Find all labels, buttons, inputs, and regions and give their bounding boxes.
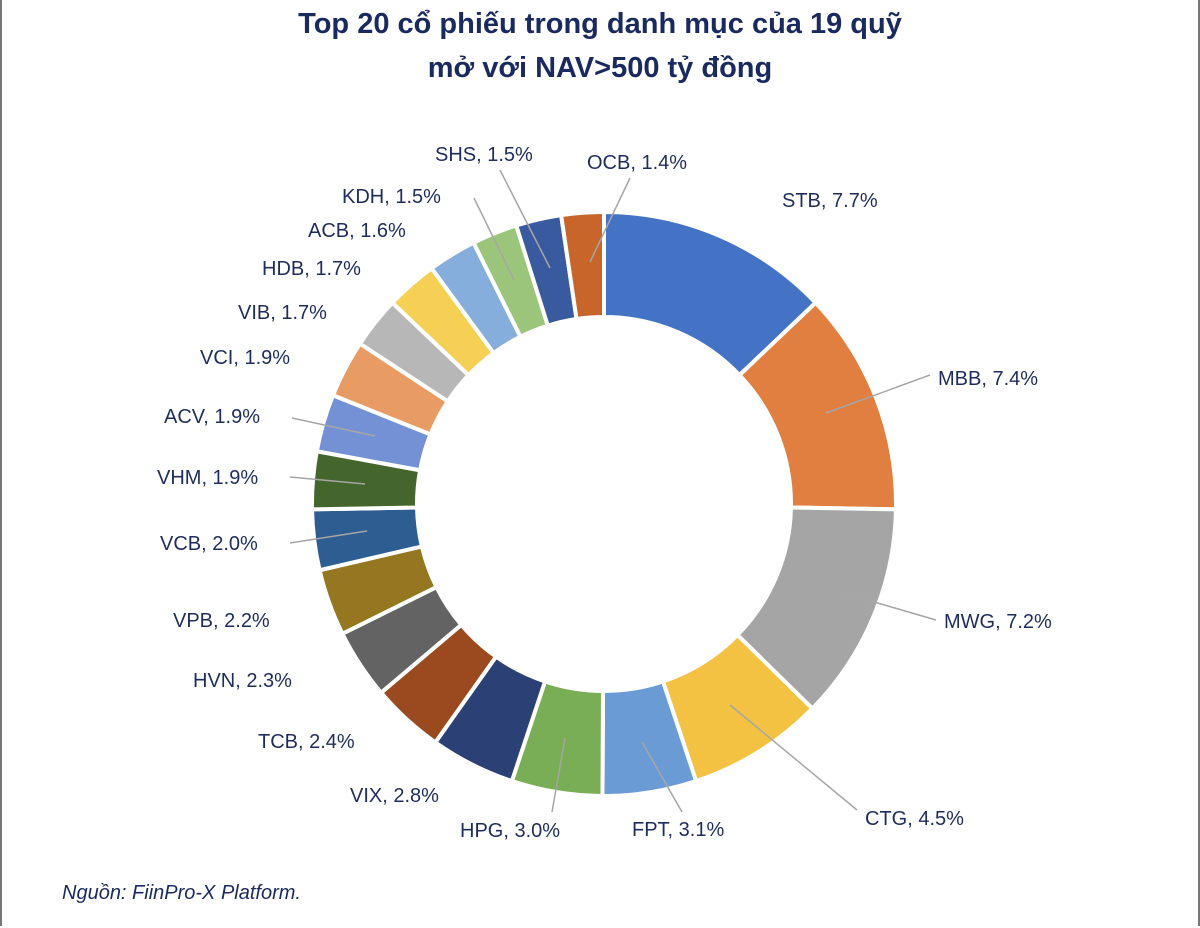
leader-line-hpg — [551, 737, 566, 813]
data-label-vcb: VCB, 2.0% — [160, 533, 258, 555]
data-label-ocb: OCB, 1.4% — [587, 152, 687, 174]
data-label-hdb: HDB, 1.7% — [262, 258, 361, 280]
data-label-vci: VCI, 1.9% — [200, 347, 290, 369]
slice-ocb — [558, 209, 606, 322]
leader-line-ocb — [589, 177, 631, 263]
data-label-vib: VIB, 1.7% — [238, 302, 327, 324]
leader-line-vhm — [289, 476, 366, 485]
data-label-fpt: FPT, 3.1% — [632, 819, 724, 841]
title-line-1: Top 20 cổ phiếu trong danh mục của 19 qu… — [298, 8, 902, 40]
data-label-vhm: VHM, 1.9% — [157, 467, 258, 489]
leader-line-mwg — [839, 591, 937, 621]
leader-line-ctg — [729, 704, 858, 811]
data-label-stb: STB, 7.7% — [782, 190, 878, 212]
source-note: Nguồn: FiinPro-X Platform. — [62, 882, 301, 904]
data-label-vpb: VPB, 2.2% — [173, 610, 270, 632]
data-label-tcb: TCB, 2.4% — [258, 731, 355, 753]
chart-title: Top 20 cổ phiếu trong danh mục của 19 qu… — [0, 2, 1200, 90]
leader-line-shs — [499, 169, 551, 269]
title-line-2: mở với NAV>500 tỷ đồng — [427, 52, 773, 84]
leader-line-fpt — [641, 741, 683, 813]
data-label-shs: SHS, 1.5% — [435, 144, 533, 166]
data-label-ctg: CTG, 4.5% — [865, 808, 964, 830]
data-label-mbb: MBB, 7.4% — [938, 368, 1038, 390]
leader-line-acv — [291, 417, 376, 437]
data-label-acb: ACB, 1.6% — [308, 220, 406, 242]
data-label-hpg: HPG, 3.0% — [460, 820, 560, 842]
data-label-hvn: HVN, 2.3% — [193, 670, 292, 692]
leader-line-kdh — [473, 197, 515, 281]
data-label-acv: ACV, 1.9% — [164, 406, 260, 428]
leader-line-mbb — [825, 374, 931, 414]
data-label-kdh: KDH, 1.5% — [342, 186, 441, 208]
data-label-vix: VIX, 2.8% — [350, 785, 439, 807]
data-label-mwg: MWG, 7.2% — [944, 611, 1052, 633]
leader-line-vcb — [289, 530, 368, 544]
